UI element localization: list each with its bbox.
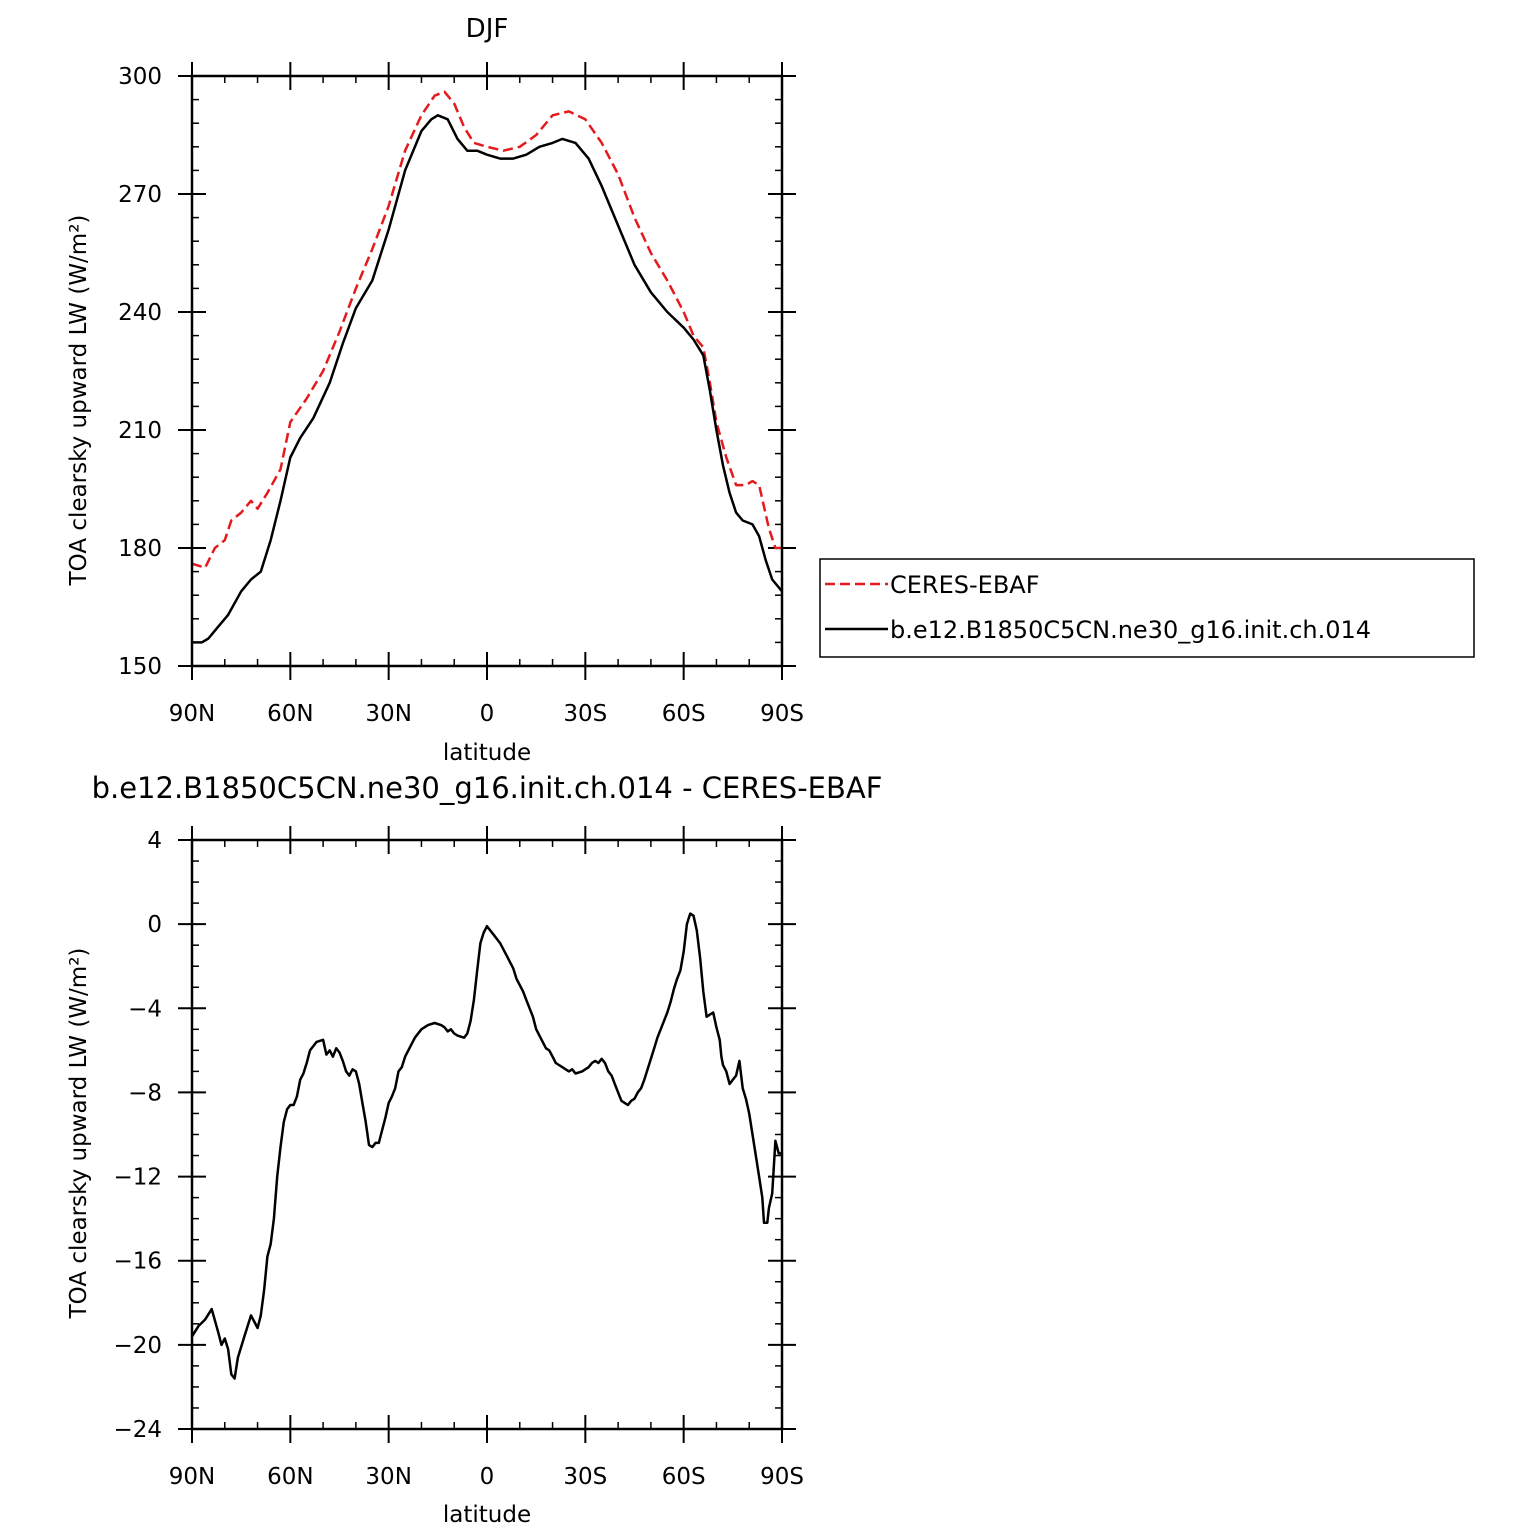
bottom-x-tick-label: 60N [267,1464,313,1490]
top-y-tick-label: 150 [118,654,162,680]
bottom-y-tick-label: −20 [113,1333,162,1359]
top-x-tick-label: 90S [760,701,804,727]
bottom-plot-frame [190,838,784,1431]
bottom-x-tick-label: 60S [662,1464,706,1490]
bottom-y-tick-label: −12 [113,1165,162,1191]
bottom-x-axis-label: latitude [443,1502,531,1528]
top-x-tick-label: 60S [662,701,706,727]
bottom-panel: b.e12.B1850C5CN.ne30_g16.init.ch.014 - C… [66,771,882,1528]
top-axis-ticks: 90N 60N 30N 0 30S 60S 90S 150 180 210 240 270 300 [118,62,804,727]
bottom-y-axis-label: TOA clearsky upward LW (W/m²) [66,948,92,1320]
top-series-line-model [192,114,783,644]
bottom-y-tick-label: 0 [147,912,162,938]
top-y-tick-label: 210 [118,418,162,444]
bottom-chart-title: b.e12.B1850C5CN.ne30_g16.init.ch.014 - C… [92,771,883,805]
legend: CERES-EBAF b.e12.B1850C5CN.ne30_g16.init… [819,558,1475,658]
top-x-tick-label: 0 [480,701,495,727]
bottom-series-line-model [190,912,782,1380]
top-x-tick-label: 90N [169,701,215,727]
bottom-x-tick-label: 30N [365,1464,411,1490]
bottom-x-tick-label: 90S [760,1464,804,1490]
bottom-y-tick-label: −16 [113,1249,162,1275]
bottom-axis-ticks: 90N 60N 30N 0 30S 60S 90S −24 −20 −16 −12 −8 −4 0 4 [113,826,804,1490]
bottom-x-tick-label: 0 [480,1464,495,1490]
top-y-tick-label: 300 [118,64,162,90]
top-series-lines [191,90,783,644]
bottom-y-tick-label: −4 [128,996,162,1022]
top-x-axis-label: latitude [443,740,531,766]
bottom-y-tick-label: −24 [113,1417,162,1443]
top-y-tick-label: 180 [118,536,162,562]
legend-ceres-label: CERES-EBAF [890,571,1040,599]
top-series-line-ceres-ebaf [191,90,782,569]
bottom-y-tick-label: −8 [128,1080,162,1106]
bottom-y-tick-label: 4 [147,828,162,854]
top-y-axis-label: TOA clearsky upward LW (W/m²) [66,215,92,587]
top-x-tick-label: 30N [365,701,411,727]
bottom-series-lines [190,912,782,1380]
top-y-tick-label: 270 [118,182,162,208]
top-y-tick-label: 240 [118,300,162,326]
bottom-x-tick-label: 30S [563,1464,607,1490]
legend-model-label: b.e12.B1850C5CN.ne30_g16.init.ch.014 [890,616,1371,644]
top-plot-frame [190,74,784,668]
top-x-tick-label: 60N [267,701,313,727]
legend-box [819,558,1475,658]
bottom-x-tick-label: 90N [169,1464,215,1490]
top-x-tick-label: 30S [563,701,607,727]
top-panel: DJF TOA clearsky upward LW (W/m²) latitu… [66,14,804,766]
top-chart-title: DJF [466,14,509,44]
